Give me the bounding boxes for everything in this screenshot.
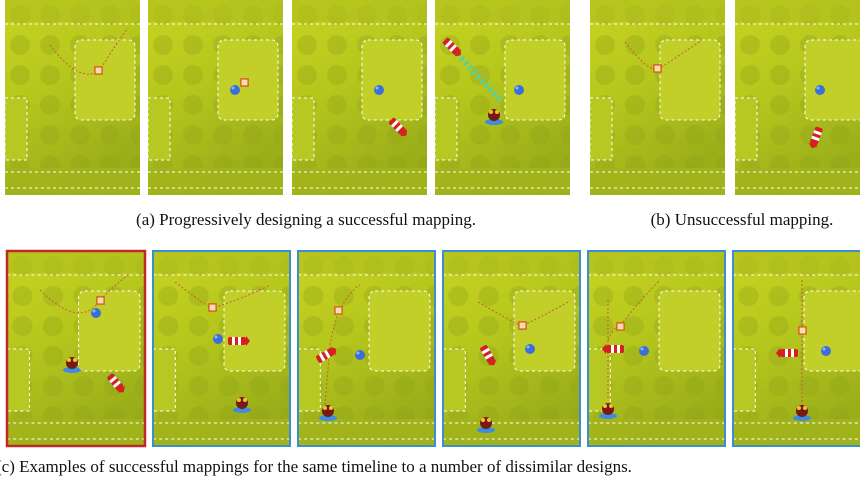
blob: [525, 344, 535, 354]
candy: [653, 64, 662, 73]
game-background: [435, 0, 570, 195]
candy: [518, 321, 527, 330]
panel-row-bottom: [5, 249, 860, 448]
panel: [5, 0, 140, 195]
candy: [94, 66, 103, 75]
timeline-path: [324, 284, 361, 406]
panel: [152, 250, 291, 447]
candy: [96, 296, 105, 305]
panel: [735, 0, 860, 195]
panel: [732, 250, 860, 447]
caption-a: (a) Progressively designing a successful…: [136, 210, 476, 229]
caption-b: (b) Unsuccessful mapping.: [651, 210, 834, 229]
game-background: [292, 0, 427, 195]
blob: [230, 85, 240, 95]
panel-border: [587, 250, 726, 447]
panel-row-top: [5, 0, 860, 195]
blob: [821, 346, 831, 356]
panel: [442, 250, 581, 447]
timeline-path: [624, 39, 703, 70]
game-background: [298, 251, 435, 446]
panel: [148, 0, 283, 195]
panel-border: [732, 250, 860, 447]
game-background: [7, 251, 145, 446]
game-background: [5, 0, 140, 195]
panel: [297, 250, 436, 447]
panel: [590, 0, 725, 195]
blob: [514, 85, 524, 95]
game-background: [153, 251, 290, 446]
panel-border-highlight: [5, 249, 147, 448]
panel-border: [297, 250, 436, 447]
rocket: [228, 336, 250, 346]
candy: [334, 306, 343, 315]
game-background: [590, 0, 725, 195]
candy: [616, 322, 625, 331]
blob: [91, 308, 101, 318]
blob: [639, 346, 649, 356]
game-background: [735, 0, 860, 195]
blob: [374, 85, 384, 95]
panel-border: [442, 250, 581, 447]
candy: [240, 78, 249, 87]
candy: [208, 303, 217, 312]
panel: [435, 0, 570, 195]
panel-border: [152, 250, 291, 447]
panel: [292, 0, 427, 195]
blob: [213, 334, 223, 344]
blob: [355, 350, 365, 360]
blob: [815, 85, 825, 95]
game-background: [443, 251, 580, 446]
panel: [587, 250, 726, 447]
timeline-path: [39, 274, 129, 314]
panel: [5, 249, 147, 448]
candy: [798, 326, 807, 335]
timeline-path: [477, 301, 569, 327]
game-background: [148, 0, 283, 195]
rocket: [776, 348, 798, 358]
rocket: [602, 344, 624, 354]
caption-c: (c) Examples of successful mappings for …: [0, 457, 632, 476]
